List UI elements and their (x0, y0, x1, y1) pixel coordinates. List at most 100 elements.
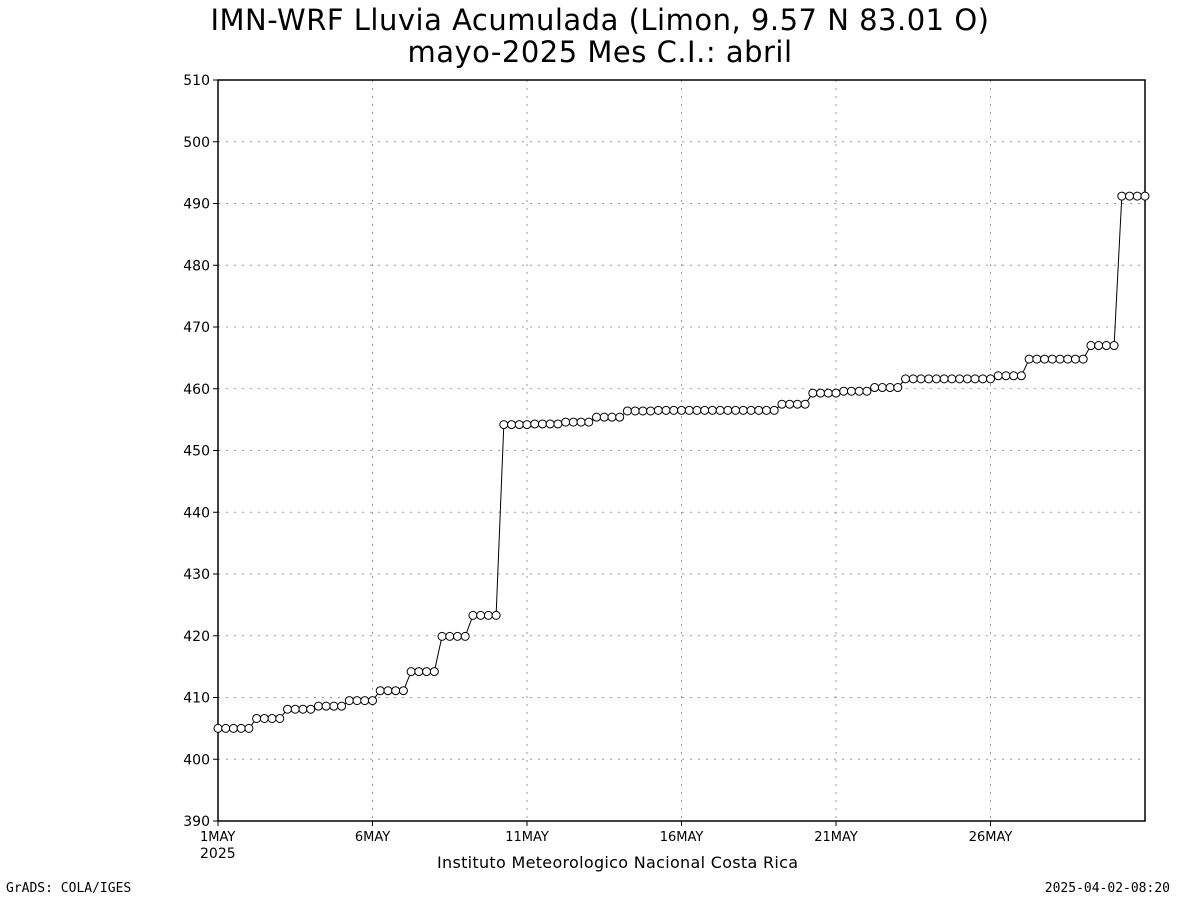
data-point (360, 696, 370, 706)
data-point (986, 374, 995, 384)
data-point (978, 374, 988, 384)
data-point (769, 405, 779, 415)
data-point (252, 713, 262, 723)
data-point (352, 696, 362, 706)
data-point (584, 417, 594, 427)
data-point (1125, 191, 1135, 201)
data-point (313, 701, 323, 711)
data-point (298, 704, 308, 714)
y-tick-label: 420 (183, 629, 210, 645)
data-point (275, 713, 285, 723)
y-tick-label: 440 (183, 505, 210, 521)
data-point (846, 386, 856, 396)
data-point (1117, 191, 1127, 201)
data-point (545, 419, 555, 429)
y-tick-label: 390 (183, 814, 210, 830)
data-point (955, 374, 965, 384)
x-tick-label: 1MAY (200, 830, 235, 845)
data-point (1024, 354, 1034, 364)
data-point (306, 704, 316, 714)
data-point (429, 667, 439, 677)
data-point (1140, 191, 1150, 201)
chart-title: IMN-WRF Lluvia Acumulada (Limon, 9.57 N … (210, 3, 990, 37)
data-point (1009, 371, 1019, 381)
data-point (916, 374, 926, 384)
data-point (661, 405, 671, 415)
data-point (1055, 354, 1065, 364)
data-point (1063, 354, 1073, 364)
footer-software-credit: GrADS: COLA/IGES (6, 881, 132, 896)
data-point (321, 701, 331, 711)
data-point (931, 374, 941, 384)
data-point (1109, 341, 1119, 351)
data-point (422, 667, 432, 677)
data-point (816, 388, 826, 398)
data-point (283, 704, 293, 714)
y-tick-label: 430 (183, 567, 210, 583)
data-point (622, 406, 632, 416)
data-point (491, 610, 501, 620)
data-point (329, 701, 339, 711)
data-point (537, 419, 547, 429)
data-point (653, 405, 663, 415)
data-point (731, 405, 741, 415)
data-point (738, 405, 748, 415)
data-point (761, 405, 771, 415)
data-point (777, 399, 787, 409)
data-point (514, 420, 524, 430)
data-point (607, 412, 617, 422)
data-point (236, 723, 246, 733)
data-point (1078, 354, 1088, 364)
data-point (792, 399, 802, 409)
data-point (746, 405, 756, 415)
data-point (1101, 341, 1111, 351)
data-point (962, 374, 972, 384)
data-point (414, 667, 424, 677)
data-point (924, 374, 934, 384)
data-point (700, 405, 710, 415)
data-point (785, 399, 795, 409)
data-point (800, 399, 810, 409)
data-point (344, 696, 354, 706)
y-tick-label: 410 (183, 691, 210, 707)
x-axis-label: Instituto Meteorologico Nacional Costa R… (437, 853, 799, 872)
data-point (452, 631, 462, 641)
data-point (592, 412, 602, 422)
data-point (630, 406, 640, 416)
data-point (970, 374, 980, 384)
data-point (244, 723, 254, 733)
data-point (576, 417, 586, 427)
x-tick-label: 26MAY (969, 830, 1013, 845)
data-point (1070, 354, 1080, 364)
data-point (885, 383, 895, 393)
data-point (398, 686, 408, 696)
x-tick-label: 21MAY (814, 830, 858, 845)
data-point (1001, 371, 1011, 381)
plot-frame (217, 79, 1146, 822)
footer-timestamp: 2025-04-02-08:20 (1044, 881, 1170, 896)
data-point (870, 383, 880, 393)
data-point (445, 631, 455, 641)
tick-labels: 390 400 410 420 430 440 450 460 470 480 490 500 510 1… (183, 73, 1012, 862)
y-tick-label: 460 (183, 382, 210, 398)
data-point (839, 386, 849, 396)
data-point (947, 374, 957, 384)
data-point (476, 610, 486, 620)
data-point (877, 383, 887, 393)
data-point (993, 371, 1003, 381)
data-point (267, 713, 277, 723)
data-point (391, 686, 401, 696)
y-tick-label: 400 (183, 752, 210, 768)
data-point (499, 420, 509, 430)
x-tick-sublabel: 2025 (200, 846, 236, 862)
y-tick-label: 490 (183, 197, 210, 213)
data-point (437, 631, 447, 641)
data-point (939, 374, 949, 384)
y-tick-label: 470 (183, 320, 210, 336)
data-point (1086, 341, 1096, 351)
data-point (368, 696, 377, 706)
data-point (723, 405, 733, 415)
data-point (522, 420, 532, 430)
data-point (213, 723, 223, 733)
